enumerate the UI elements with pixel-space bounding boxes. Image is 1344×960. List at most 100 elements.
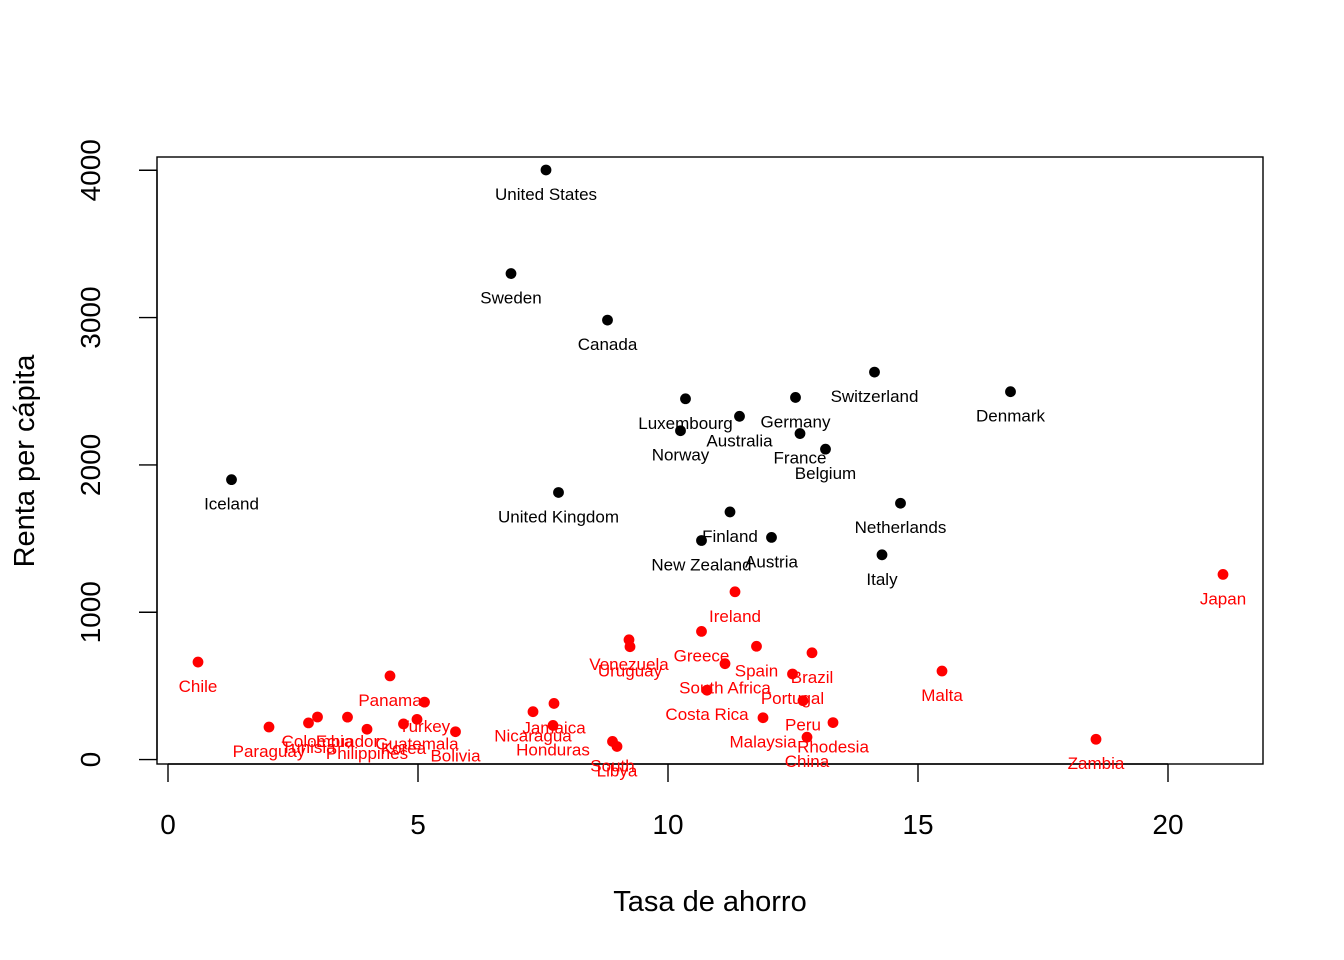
plot-frame xyxy=(156,156,1264,765)
point-label: Costa Rica xyxy=(665,705,749,724)
point-label: Peru xyxy=(785,716,821,735)
point-label: Portugal xyxy=(761,689,824,708)
data-point xyxy=(794,428,806,439)
point-label: Ecuador xyxy=(316,732,380,751)
point-label: Sweden xyxy=(480,289,541,308)
y-tick-label: 0 xyxy=(75,752,106,768)
point-label: Spain xyxy=(735,661,778,680)
point-label: South xyxy=(590,756,634,775)
point-labels: United States Sweden Canada Switzerland Denm… xyxy=(179,185,1247,781)
point-label: Greece xyxy=(674,646,730,665)
data-point xyxy=(548,698,560,709)
data-point xyxy=(827,717,839,729)
point-label: Jamaica xyxy=(522,718,586,737)
data-point xyxy=(263,721,275,733)
data-point xyxy=(719,658,731,670)
data-point xyxy=(801,731,813,743)
point-label: Brazil xyxy=(791,668,834,687)
point-label: Japan xyxy=(1200,589,1246,608)
y-tick-label: 3000 xyxy=(75,286,106,348)
point-label: Philippines xyxy=(326,744,408,763)
data-points xyxy=(192,164,1229,752)
data-point xyxy=(751,640,762,652)
point-label: Zambia xyxy=(1068,754,1125,773)
data-point xyxy=(1005,386,1016,398)
x-tick-label: 0 xyxy=(160,809,176,840)
y-axis-label: Renta per cápita xyxy=(9,354,41,568)
data-point xyxy=(806,647,818,659)
data-point xyxy=(505,268,517,279)
point-label: Netherlands xyxy=(855,518,947,537)
point-label: Ireland xyxy=(709,607,761,626)
x-tick-label: 15 xyxy=(902,809,933,840)
x-tick-label: 5 xyxy=(410,809,426,840)
data-point xyxy=(790,392,801,403)
y-tick-label: 4000 xyxy=(75,139,106,201)
data-point xyxy=(553,487,564,498)
point-label: Chile xyxy=(179,677,218,696)
data-point xyxy=(226,474,237,486)
data-point xyxy=(192,656,204,668)
point-label: United States xyxy=(495,185,597,204)
data-point xyxy=(820,443,831,455)
point-label: Belgium xyxy=(795,464,856,483)
point-label: France xyxy=(774,449,827,468)
data-point xyxy=(611,741,623,752)
point-label: Rhodesia xyxy=(797,738,869,757)
point-label: Austria xyxy=(745,552,798,571)
point-label: Venezuela xyxy=(589,655,669,674)
point-label: Panama xyxy=(358,691,422,710)
point-label: Libya xyxy=(597,761,638,780)
point-label: Denmark xyxy=(976,407,1045,426)
data-point xyxy=(547,719,559,731)
data-point xyxy=(729,586,741,598)
point-label: Honduras xyxy=(516,740,590,759)
data-point xyxy=(734,410,745,422)
point-label: Canada xyxy=(578,335,638,354)
point-label: Turkey xyxy=(399,717,451,736)
data-point xyxy=(411,713,423,725)
data-point xyxy=(895,497,906,509)
axes: 0 5 10 15 20 0 1000 2000 3000 4000 xyxy=(75,139,1264,840)
data-point xyxy=(540,164,552,176)
point-label: Paraguay xyxy=(233,742,306,761)
data-point xyxy=(797,695,809,707)
data-point xyxy=(724,506,736,518)
data-point xyxy=(869,366,880,378)
point-label: Uruguay xyxy=(598,662,663,681)
point-label: South Africa xyxy=(679,679,771,698)
data-point xyxy=(696,626,707,637)
x-tick-label: 10 xyxy=(652,809,683,840)
data-point xyxy=(384,670,396,682)
point-label: Malta xyxy=(921,686,963,705)
data-point xyxy=(1217,568,1229,580)
point-label: Italy xyxy=(866,570,898,589)
data-point xyxy=(419,696,430,708)
data-point xyxy=(527,706,539,718)
y-tick-label: 1000 xyxy=(75,581,106,643)
y-tick-label: 2000 xyxy=(75,434,106,496)
data-point xyxy=(696,535,707,546)
data-point xyxy=(1090,733,1102,745)
point-label: Iceland xyxy=(204,495,259,514)
point-label: Korea xyxy=(381,739,427,758)
data-point xyxy=(675,425,686,437)
data-point xyxy=(757,712,769,724)
data-point xyxy=(303,717,314,729)
point-label: Tunisia xyxy=(281,738,336,757)
point-label: Germany xyxy=(761,412,831,431)
data-point xyxy=(450,726,461,738)
point-label: Bolivia xyxy=(430,747,481,766)
data-point xyxy=(361,723,373,735)
data-point xyxy=(876,549,888,561)
data-point xyxy=(342,711,353,723)
data-point xyxy=(624,641,636,653)
point-label: China xyxy=(785,752,830,771)
point-label: Malaysia xyxy=(729,733,797,752)
point-label: Guatemala xyxy=(375,734,459,753)
data-point xyxy=(602,314,613,326)
point-label: Nicaragua xyxy=(494,727,572,746)
point-label: Luxembourg xyxy=(638,414,733,433)
x-tick-label: 20 xyxy=(1152,809,1183,840)
data-point xyxy=(766,532,777,543)
